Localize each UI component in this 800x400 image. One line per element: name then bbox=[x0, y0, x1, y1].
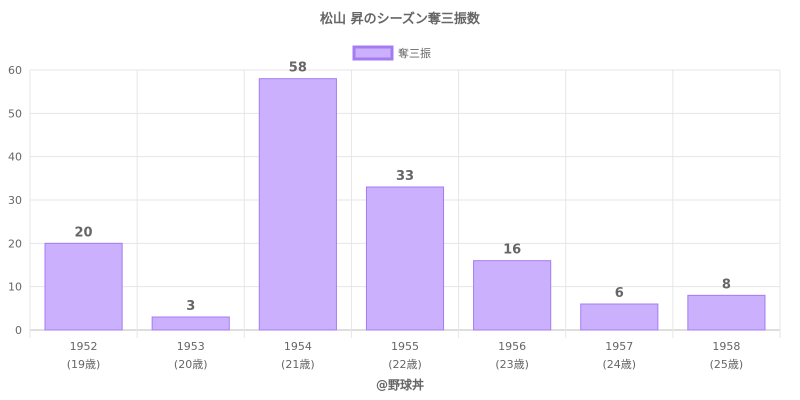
bar bbox=[151, 316, 230, 331]
x-tick-sublabel: (24歳) bbox=[602, 358, 636, 371]
legend-swatch bbox=[352, 45, 394, 61]
y-tick-label: 30 bbox=[8, 194, 22, 207]
chart-title: 松山 昇のシーズン奪三振数 bbox=[320, 11, 481, 27]
bar bbox=[473, 260, 552, 331]
x-tick-label: 1958 bbox=[712, 340, 740, 353]
bar bbox=[687, 294, 766, 331]
data-label: 8 bbox=[722, 277, 731, 292]
x-tick-label: 1956 bbox=[498, 340, 526, 353]
x-tick-sublabel: (23歳) bbox=[495, 358, 529, 371]
bar bbox=[365, 186, 445, 331]
x-tick-sublabel: (25歳) bbox=[710, 358, 744, 371]
bar bbox=[44, 242, 123, 331]
y-tick-label: 20 bbox=[8, 237, 22, 250]
y-tick-label: 0 bbox=[15, 324, 22, 337]
bar bbox=[258, 78, 337, 331]
x-tick-label: 1954 bbox=[284, 340, 312, 353]
footer-credit: @野球丼 bbox=[376, 377, 424, 392]
x-tick-sublabel: (22歳) bbox=[388, 358, 422, 371]
data-label: 20 bbox=[75, 225, 93, 240]
x-tick-sublabel: (20歳) bbox=[174, 358, 208, 371]
x-tick-label: 1955 bbox=[391, 340, 419, 353]
data-label: 3 bbox=[186, 299, 195, 314]
bar bbox=[580, 303, 659, 331]
legend: 奪三振 bbox=[352, 45, 431, 61]
data-label: 58 bbox=[289, 61, 307, 76]
y-tick-label: 40 bbox=[8, 151, 22, 164]
y-tick-label: 10 bbox=[8, 281, 22, 294]
data-labels: 20 3 58 33 16 6 8 bbox=[75, 61, 731, 314]
legend-label: 奪三振 bbox=[398, 46, 431, 60]
bars bbox=[44, 78, 766, 331]
y-tick-label: 50 bbox=[8, 107, 22, 120]
x-tick-label: 1952 bbox=[70, 340, 98, 353]
y-tick-label: 60 bbox=[8, 64, 22, 77]
x-tick-label: 1957 bbox=[605, 340, 633, 353]
grid bbox=[29, 69, 781, 338]
x-tick-sublabel: (21歳) bbox=[281, 358, 315, 371]
x-tick-sublabel: (19歳) bbox=[67, 358, 101, 371]
data-label: 33 bbox=[396, 169, 414, 184]
y-axis-ticks: 0 10 20 30 40 50 60 bbox=[8, 64, 22, 337]
data-label: 16 bbox=[503, 243, 521, 258]
x-axis-ticks: 1952 (19歳) 1953 (20歳) 1954 (21歳) 1955 (22歳) 1956… bbox=[67, 340, 743, 371]
x-tick-label: 1953 bbox=[177, 340, 205, 353]
data-label: 6 bbox=[615, 286, 624, 301]
